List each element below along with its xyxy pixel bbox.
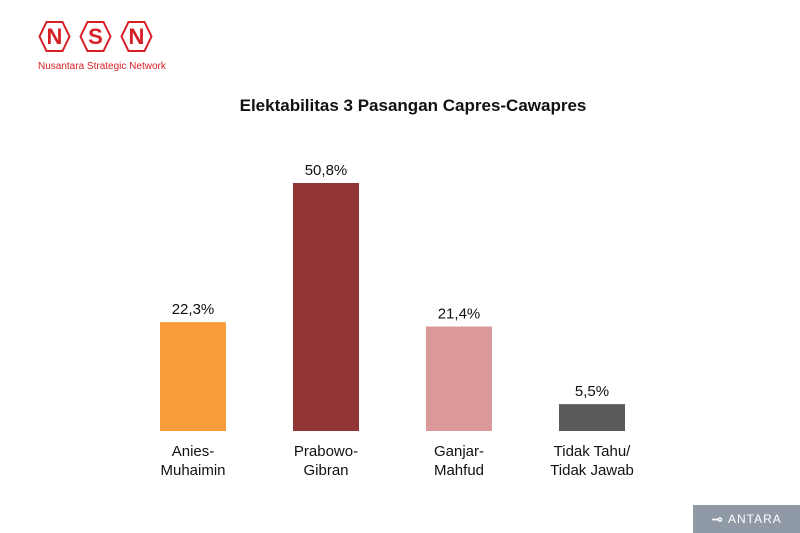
hexagon-icon: N (120, 20, 153, 53)
category-label: Anies- (172, 443, 215, 460)
category-label: Mahfud (434, 462, 484, 479)
logo-letter: N (128, 23, 145, 49)
bar (559, 404, 625, 431)
category-label: Tidak Jawab (550, 462, 634, 479)
hexagon-icon: S (79, 20, 112, 53)
data-label: 21,4% (438, 306, 481, 323)
data-label: 50,8% (305, 162, 348, 179)
category-label: Prabowo- (294, 443, 358, 460)
antara-logo-icon: ⊸ (711, 510, 724, 527)
bar (293, 183, 359, 431)
chart-title: Elektabilitas 3 Pasangan Capres-Cawapres (239, 96, 587, 115)
nsn-logo: N S N Nusantara Strategic Network (38, 20, 168, 80)
antara-watermark: ⊸ ANTARA (693, 505, 800, 533)
bar (160, 322, 226, 431)
logo-subtitle: Nusantara Strategic Network (38, 61, 166, 72)
category-label: Gibran (303, 462, 348, 479)
category-label: Muhaimin (160, 462, 225, 479)
watermark-text: ANTARA (727, 512, 782, 526)
hexagon-icon: N (38, 20, 71, 53)
bar (426, 326, 492, 431)
data-label: 22,3% (172, 301, 215, 318)
category-label: Tidak Tahu/ (554, 443, 632, 460)
logo-letter: N (46, 23, 63, 49)
data-label: 5,5% (575, 383, 609, 400)
category-label: Ganjar- (434, 443, 484, 460)
logo-letter: S (88, 23, 103, 49)
